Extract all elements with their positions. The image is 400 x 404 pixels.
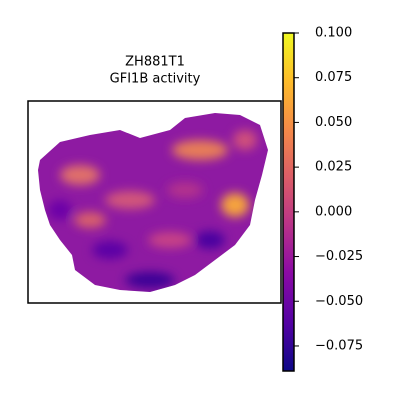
colorbar-tick-label: −0.075 (315, 338, 363, 353)
subtitle: GFI1B activity (110, 72, 201, 87)
colorbar-tick-label: 0.025 (315, 160, 352, 175)
tissue (38, 113, 268, 292)
colorbar-tick-label: 0.100 (315, 26, 352, 41)
title: ZH881T1 (125, 55, 185, 70)
colorbar-tick-label: −0.050 (315, 294, 363, 309)
colorbar-tick-label: 0.000 (315, 204, 352, 219)
colorbar-tick-label: −0.025 (315, 249, 363, 264)
plot-frame (27, 100, 282, 304)
colorbar-tick-label: 0.050 (315, 115, 352, 130)
colorbar-tick-label: 0.075 (315, 70, 352, 85)
colorbar (282, 32, 295, 372)
